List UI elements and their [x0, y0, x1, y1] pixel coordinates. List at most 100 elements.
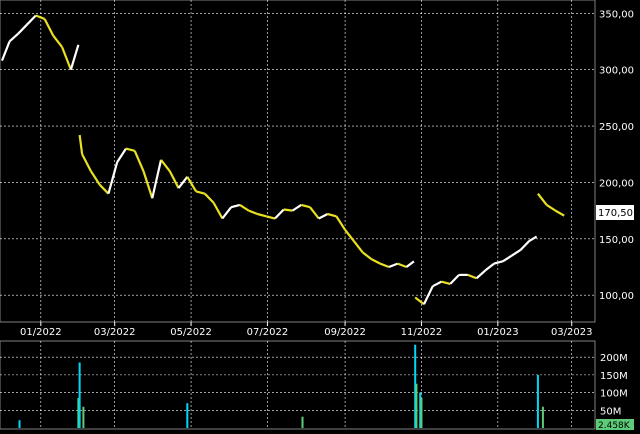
price-candle	[204, 192, 215, 204]
volume-bar	[82, 406, 85, 428]
price-tick-label: 300,00	[599, 66, 634, 77]
price-candle	[116, 147, 127, 163]
x-axis: 01/2022 03/2022 05/2022 07/2022 09/2022 11/20…	[20, 322, 592, 338]
price-candle	[61, 46, 72, 71]
price-candle	[26, 14, 37, 26]
x-tick-label: 01/2022	[20, 327, 62, 338]
volume-bar	[415, 383, 418, 428]
volume-bar	[18, 420, 21, 428]
price-candle	[160, 159, 171, 172]
price-candle	[475, 269, 487, 280]
volume-tick-label: 150M	[600, 371, 628, 382]
last-price-label: 170,50	[598, 208, 633, 219]
volume-panel-frame	[0, 340, 596, 430]
x-tick-label: 03/2022	[94, 327, 136, 338]
price-candle	[300, 203, 311, 209]
price-candle	[546, 204, 557, 212]
price-candle	[89, 170, 101, 186]
price-candle	[405, 260, 415, 268]
x-tick-label: 09/2022	[324, 327, 366, 338]
price-candle	[265, 215, 276, 220]
volume-grid	[0, 341, 595, 429]
volume-bar	[414, 344, 417, 428]
price-candle	[414, 296, 425, 306]
last-volume-tag	[596, 419, 634, 430]
price-candle	[0, 41, 11, 62]
price-tick-label: 200,00	[599, 178, 634, 189]
volume-bar	[186, 403, 189, 428]
volume-tick-label: 100M	[600, 389, 628, 400]
price-tick-label: 100,00	[599, 291, 634, 302]
price-candle	[422, 285, 434, 305]
price-panel-frame	[0, 0, 596, 323]
price-candle	[432, 280, 442, 288]
price-candle	[467, 273, 477, 280]
x-tick-label: 05/2022	[170, 327, 212, 338]
price-candle	[151, 159, 163, 199]
price-candle	[230, 203, 241, 209]
price-candle	[133, 150, 145, 172]
price-candle	[388, 262, 399, 269]
volume-bar	[420, 397, 423, 428]
price-tick-label: 350,00	[599, 9, 634, 20]
price-tick-label: 150,00	[599, 235, 634, 246]
price-candle	[186, 176, 198, 193]
price-candle	[17, 23, 28, 35]
x-tick-label: 11/2022	[401, 327, 443, 338]
price-candle	[274, 208, 285, 220]
price-candle	[397, 262, 407, 269]
last-price-tag	[596, 205, 634, 220]
price-candle	[69, 44, 80, 70]
price-candle	[291, 204, 302, 212]
volume-tick-label: 50M	[600, 406, 621, 417]
price-candle	[484, 262, 495, 272]
price-candle	[344, 229, 355, 242]
price-candle	[449, 274, 460, 285]
price-candle	[168, 170, 180, 189]
price-candle	[142, 170, 154, 199]
price-candle	[379, 262, 390, 269]
price-candle	[8, 32, 20, 43]
volume-bar	[419, 392, 422, 428]
volume-y-axis: 200M 150M 100M 50M	[600, 353, 628, 417]
price-candle	[283, 208, 293, 212]
x-tick-label: 03/2023	[551, 327, 593, 338]
price-candle	[125, 147, 135, 152]
price-candle	[318, 213, 329, 220]
price-candle	[335, 215, 347, 231]
price-candle	[370, 258, 381, 265]
price-candle	[309, 206, 320, 220]
volume-bar	[536, 374, 539, 428]
price-grid	[0, 0, 595, 322]
price-candle	[81, 153, 92, 172]
price-candle	[52, 35, 63, 48]
price-candle	[107, 161, 119, 194]
price-candle	[352, 240, 364, 254]
price-candle	[511, 249, 521, 257]
price-candle	[441, 280, 451, 285]
price-candle	[195, 190, 206, 195]
price-candle	[493, 260, 504, 265]
price-candle	[239, 204, 250, 212]
price-candle	[537, 193, 548, 206]
price-candle	[257, 212, 267, 218]
volume-bar	[77, 397, 80, 428]
price-candle	[502, 254, 513, 263]
price-candle	[327, 212, 337, 218]
volume-tick-label: 200M	[600, 353, 628, 364]
price-candle	[221, 206, 233, 220]
price-candle	[248, 209, 258, 216]
price-candle	[361, 251, 373, 260]
last-volume-label: 2.458K	[598, 421, 631, 430]
volume-bars	[18, 344, 544, 428]
x-tick-label: 01/2023	[477, 327, 519, 338]
price-candle	[35, 14, 45, 20]
price-candle	[177, 176, 189, 189]
price-candles	[0, 14, 565, 306]
price-candle	[43, 18, 55, 37]
price-y-axis: 350,00 300,00 250,00 200,00 150,00 100,00	[599, 9, 634, 302]
price-candle	[78, 134, 84, 155]
